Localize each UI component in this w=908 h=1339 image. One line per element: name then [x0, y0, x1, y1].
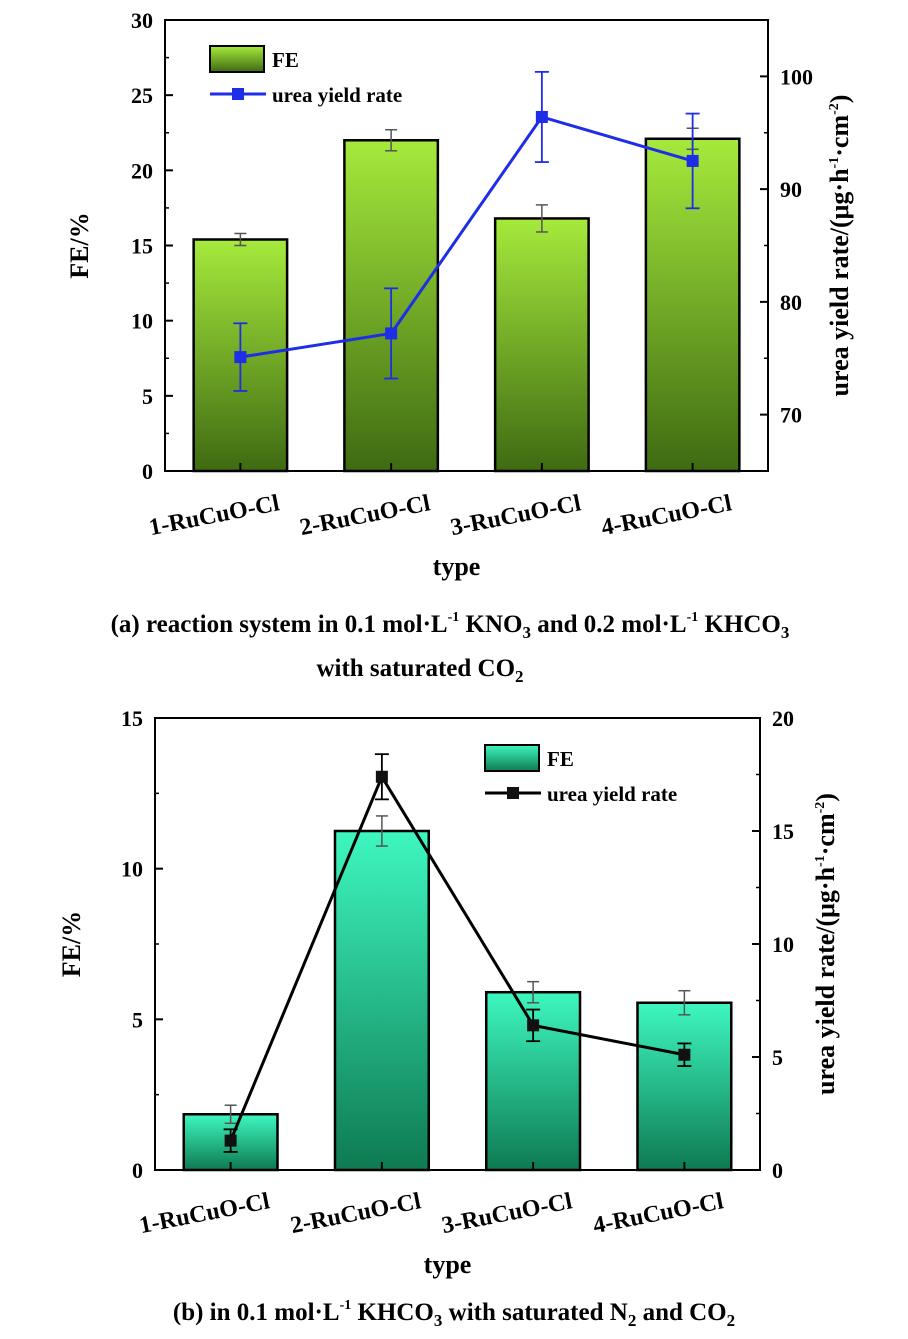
x-tick-label-2: 2-RuCuO-Cl	[298, 490, 433, 541]
chart-panel-b: 0 5 10 15 0 5 10 15 20 1-RuCuO-Cl 2-RuCuO-Cl 3-RuCu…	[57, 706, 840, 1279]
legend-fe-swatch	[484, 744, 540, 772]
y-right-axis-label-part: )	[811, 793, 840, 802]
legend-fe-swatch	[209, 45, 265, 73]
y-left-tick-label: 20	[131, 158, 153, 183]
bar-2	[333, 829, 431, 1172]
y-left-tick-label: 10	[121, 857, 143, 882]
y-right-axis-label-part: ·cm	[825, 115, 854, 157]
legend-line-label: urea yield rate	[547, 782, 677, 806]
y-right-tick-label: 80	[780, 290, 802, 315]
line-point-4	[678, 1048, 691, 1061]
y-left-axis-label: FE/%	[65, 212, 94, 278]
x-tick-label-1: 1-RuCuO-Cl	[147, 490, 282, 541]
line-point-1	[224, 1134, 237, 1147]
y-left-tick-label: 30	[131, 8, 153, 33]
y-right-axis-label-part: -1	[827, 157, 842, 169]
legend-fe-label: FE	[272, 48, 299, 72]
y-right-tick-label: 10	[772, 932, 794, 957]
y-right-axis-label-part: ·cm	[811, 813, 840, 855]
y-left-tick-label: 25	[131, 83, 153, 108]
legend-line-label: urea yield rate	[272, 83, 402, 107]
bar-3	[493, 217, 590, 473]
y-right-tick-label: 100	[780, 64, 813, 89]
y-right-tick-label: 90	[780, 177, 802, 202]
x-tick-label-4: 4-RuCuO-Cl	[591, 1188, 726, 1239]
line-point-3	[535, 110, 548, 123]
caption-a-line2: with saturated CO2	[316, 655, 523, 686]
y-left-tick-label: 0	[142, 459, 153, 484]
line-point-4	[686, 154, 699, 167]
y-right-tick-label: 15	[772, 819, 794, 844]
y-right-axis-label: urea yield rate/(μg·h-1·cm-2)	[811, 793, 840, 1095]
y-right-axis-label: urea yield rate/(μg·h-1·cm-2)	[825, 95, 854, 397]
y-left-tick-label: 5	[132, 1007, 143, 1032]
legend-fe-label: FE	[547, 747, 574, 771]
y-left-tick-label: 10	[131, 309, 153, 334]
y-right-tick-label: 0	[772, 1158, 783, 1183]
x-tick-label-3: 3-RuCuO-Cl	[440, 1188, 575, 1239]
y-right-tick-label: 70	[780, 403, 802, 428]
x-tick-label-2: 2-RuCuO-Cl	[288, 1188, 423, 1239]
y-right-axis-label-part: -2	[813, 802, 828, 814]
bar-4	[636, 1001, 733, 1172]
y-left-tick-label: 15	[131, 234, 153, 259]
chart-panel-a: 0 5 10 15 20 25 30 70 80 90 100 1-RuCuO-Cl 2-RuCuO-C…	[65, 8, 854, 581]
y-right-tick-label: 5	[772, 1045, 783, 1070]
line-point-3	[527, 1019, 540, 1032]
y-left-tick-label: 5	[142, 384, 153, 409]
y-right-axis-label-part: urea yield rate/(μg·h	[825, 168, 854, 397]
x-tick-label-1: 1-RuCuO-Cl	[137, 1188, 272, 1239]
y-right-axis-label-part: urea yield rate/(μg·h	[811, 866, 840, 1095]
x-axis-label: type	[424, 1250, 472, 1279]
y-right-axis-label-part: -1	[813, 855, 828, 867]
series-line-urea-yield-rate	[240, 115, 694, 359]
series-line-urea-yield-rate	[229, 773, 685, 1142]
line-point-1	[234, 351, 247, 364]
legend-line-marker	[232, 88, 244, 100]
legend-line-marker	[507, 787, 519, 799]
y-left-axis-label: FE/%	[57, 911, 86, 977]
y-right-axis-label-part: )	[825, 95, 854, 104]
line-point-2	[375, 770, 388, 783]
y-right-tick-label: 20	[772, 706, 794, 731]
y-right-axis-label-part: -2	[827, 103, 842, 115]
y-left-tick-label: 0	[132, 1158, 143, 1183]
caption-b: (b) in 0.1 mol·L-1 KHCO3 with saturated …	[173, 1298, 735, 1330]
y-left-tick-label: 15	[121, 706, 143, 731]
x-tick-label-3: 3-RuCuO-Cl	[448, 490, 583, 541]
x-axis-label: type	[433, 552, 481, 581]
caption-a-line1: (a) reaction system in 0.1 mol·L-1 KNO3 …	[111, 610, 790, 642]
x-tick-label-4: 4-RuCuO-Cl	[599, 490, 734, 541]
line-point-2	[385, 327, 398, 340]
